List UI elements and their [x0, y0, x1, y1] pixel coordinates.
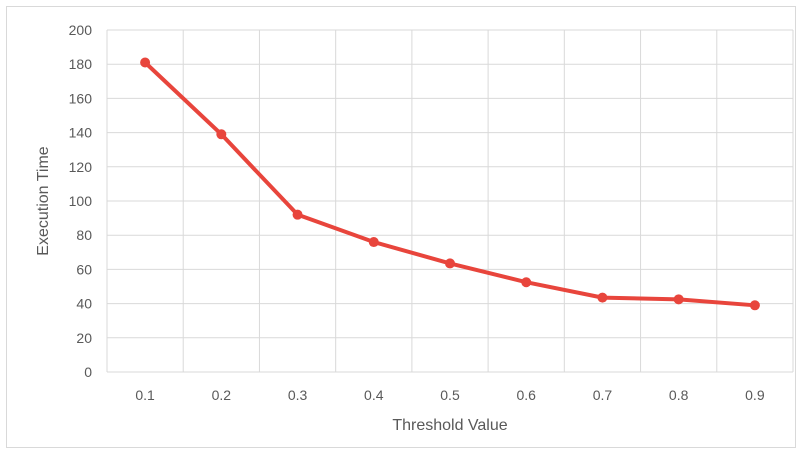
data-point — [749, 300, 760, 311]
y-tick-label: 40 — [76, 296, 92, 312]
y-tick-label: 200 — [69, 22, 93, 38]
series-layer — [140, 57, 760, 311]
grid-lines — [106, 29, 794, 373]
y-tick-label: 180 — [69, 56, 93, 72]
x-tick-label: 0.7 — [593, 387, 613, 403]
data-point — [597, 292, 608, 303]
x-tick-label: 0.4 — [364, 387, 384, 403]
x-axis-ticks: 0.1 0.2 0.3 0.4 0.5 0.6 0.7 0.8 0.9 — [135, 387, 764, 403]
x-axis-title: Threshold Value — [392, 417, 507, 434]
x-tick-label: 0.2 — [212, 387, 232, 403]
y-tick-label: 120 — [69, 159, 93, 175]
y-tick-label: 60 — [76, 261, 92, 277]
chart-frame — [6, 6, 796, 448]
x-tick-label: 0.5 — [440, 387, 460, 403]
data-point — [216, 129, 227, 140]
data-point — [445, 258, 455, 269]
y-tick-label: 100 — [69, 193, 93, 209]
y-tick-label: 80 — [76, 227, 92, 243]
data-point — [140, 57, 151, 68]
y-axis-ticks: 0 20 40 60 80 100 120 140 160 180 200 — [69, 22, 93, 380]
x-tick-label: 0.3 — [288, 387, 308, 403]
data-point — [521, 277, 532, 288]
y-tick-label: 160 — [69, 90, 93, 106]
y-tick-label: 0 — [84, 364, 92, 380]
x-tick-label: 0.8 — [669, 387, 689, 403]
y-tick-label: 20 — [76, 330, 92, 346]
y-tick-label: 140 — [69, 125, 93, 141]
data-point — [292, 209, 303, 220]
data-point — [368, 237, 379, 248]
series-line — [143, 60, 757, 308]
x-tick-label: 0.6 — [516, 387, 536, 403]
y-axis-title: Execution Time — [35, 146, 52, 255]
x-tick-label: 0.9 — [745, 387, 765, 403]
x-tick-label: 0.1 — [135, 387, 155, 403]
data-point — [673, 294, 684, 305]
